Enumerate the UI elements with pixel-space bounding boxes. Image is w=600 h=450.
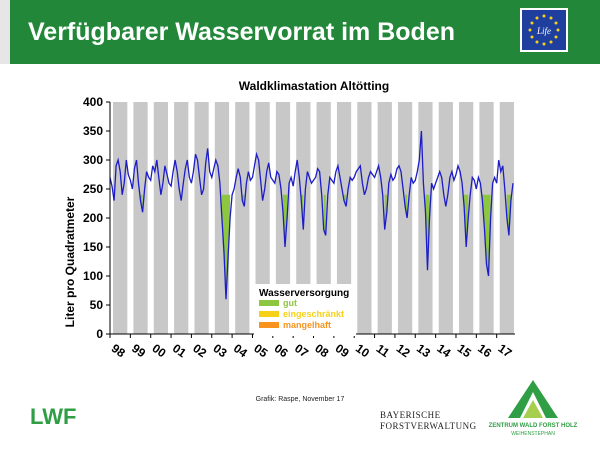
- x-tick-label: 10: [353, 341, 372, 360]
- y-tick-label: 150: [83, 240, 103, 254]
- x-tick-label: 08: [312, 341, 331, 360]
- x-tick-label: 02: [190, 341, 209, 360]
- zwfh-mountain-icon: [508, 380, 558, 418]
- legend-swatch-gut: [259, 300, 279, 306]
- lwf-logo: LWF: [30, 405, 76, 427]
- year-band: [133, 102, 148, 334]
- drought-fill: [482, 194, 491, 276]
- page-title: Verfügbarer Wasservorrat im Boden: [28, 18, 455, 46]
- x-tick-label: 03: [211, 341, 230, 360]
- drought-fill: [282, 194, 288, 247]
- lwf-logo-text: LWF: [30, 405, 76, 427]
- legend-label-mangelhaft: mangelhaft: [283, 320, 331, 330]
- x-tick-label: 00: [150, 341, 169, 360]
- drought-fill: [425, 194, 430, 271]
- drought-fill: [464, 194, 469, 247]
- x-tick-label: 99: [129, 341, 148, 360]
- y-tick-label: 300: [83, 153, 103, 167]
- legend-swatch-eingeschraenkt: [259, 311, 279, 317]
- y-tick-label: 400: [83, 95, 103, 109]
- legend-swatch-mangelhaft: [259, 322, 279, 328]
- x-tick-label: 04: [231, 341, 250, 360]
- bay-line2: FORSTVERWALTUNG: [380, 421, 477, 431]
- x-tick-label: 16: [475, 341, 494, 360]
- y-tick-label: 250: [83, 182, 103, 196]
- y-tick-label: 200: [83, 211, 103, 225]
- x-tick-label: 14: [434, 341, 453, 360]
- year-band: [194, 102, 209, 334]
- year-band: [153, 102, 169, 334]
- x-tick-label: 17: [495, 341, 514, 360]
- zwfh-line1: ZENTRUM WALD FORST HOLZ: [489, 423, 578, 429]
- zentrum-wald-forst-holz-logo: ZENTRUM WALD FORST HOLZ WEIHENSTEPHAN: [489, 380, 578, 437]
- y-tick-label: 100: [83, 269, 103, 283]
- title-bar: Verfügbarer Wasservorrat im Boden: [10, 0, 600, 64]
- drought-fill: [221, 194, 231, 300]
- bayerische-forstverwaltung-logo: BAYERISCHE FORSTVERWALTUNG: [380, 410, 477, 432]
- eu-life-text: Life: [536, 26, 551, 36]
- series-line: [109, 130, 514, 300]
- year-band: [438, 102, 453, 334]
- legend-title: Wasserversorgung: [259, 288, 349, 299]
- y-tick-label: 0: [96, 327, 103, 341]
- y-axis-label: Liter pro Quadratmeter: [63, 196, 77, 327]
- header-side-strip: [0, 0, 10, 64]
- x-tick-label: 05: [251, 341, 270, 360]
- y-tick-label: 50: [90, 298, 104, 312]
- water-supply-chart: Waldklimastation Altötting Liter pro Qua…: [63, 79, 515, 360]
- legend: Wasserversorgung gut eingeschränkt mange…: [254, 284, 356, 336]
- series-layer: [109, 130, 514, 300]
- year-band: [397, 102, 413, 334]
- x-tick-label: 12: [394, 341, 413, 360]
- x-tick-label: 07: [292, 341, 311, 360]
- year-band: [357, 102, 372, 334]
- legend-label-gut: gut: [283, 298, 297, 308]
- eu-life-logo: Life: [520, 8, 568, 52]
- year-band: [174, 102, 189, 334]
- x-tick-label: 01: [170, 341, 189, 360]
- chart-title: Waldklimastation Altötting: [239, 79, 389, 93]
- x-tick-label: 06: [272, 341, 291, 360]
- year-band: [113, 102, 128, 334]
- year-band: [336, 102, 352, 334]
- legend-label-eingeschraenkt: eingeschränkt: [283, 309, 344, 319]
- zwfh-inner-icon: [523, 400, 543, 418]
- year-band: [235, 102, 250, 334]
- chart-credit: Grafik: Raspe, November 17: [255, 396, 345, 403]
- bay-line1: BAYERISCHE: [380, 410, 441, 420]
- threshold-fill: [140, 194, 511, 300]
- x-tick-label: 15: [455, 341, 474, 360]
- zwfh-line2: WEIHENSTEPHAN: [511, 431, 555, 437]
- x-tick-label: 13: [414, 341, 433, 360]
- y-ticks: 0 50 100 150 200 250 300 350 400: [83, 95, 110, 341]
- x-ticks: 98 99 00 01 02 03 04 05 06 07 08 09 10 11 12 13 14 15 16 17: [109, 334, 515, 360]
- y-tick-label: 350: [83, 124, 103, 138]
- x-tick-label: 11: [374, 341, 393, 360]
- x-tick-label: 09: [333, 341, 352, 360]
- x-tick-label: 98: [109, 341, 128, 360]
- drought-fill: [323, 194, 326, 236]
